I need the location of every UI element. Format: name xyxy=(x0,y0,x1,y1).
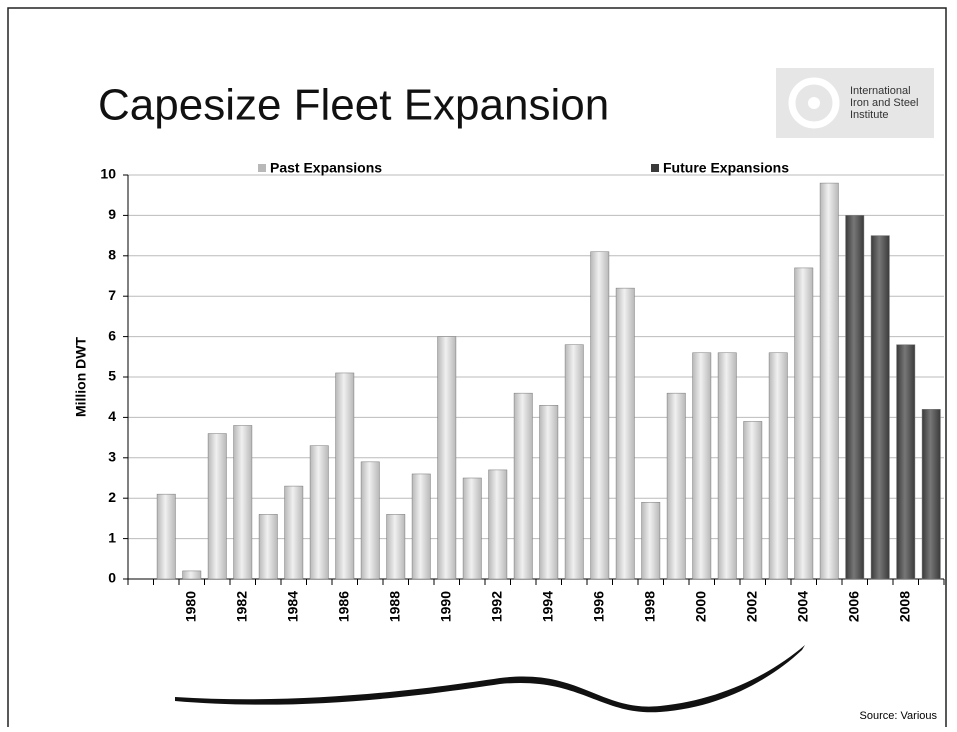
y-tick-label: 4 xyxy=(108,408,116,424)
y-tick-label: 0 xyxy=(108,570,116,586)
y-tick-label: 6 xyxy=(108,327,116,343)
bar xyxy=(794,267,814,580)
x-tick-label: 1988 xyxy=(386,591,402,622)
bar xyxy=(692,352,712,580)
slide-border xyxy=(7,7,947,727)
y-tick-label: 10 xyxy=(100,166,116,182)
logo: International Iron and Steel Institute xyxy=(776,68,934,138)
bar xyxy=(743,421,763,580)
legend-label: Future Expansions xyxy=(663,160,789,176)
legend-swatch xyxy=(651,164,659,172)
bar xyxy=(666,392,686,580)
bar xyxy=(845,215,865,580)
x-tick-label: 2004 xyxy=(794,591,810,622)
bar xyxy=(386,514,406,580)
decorative-curve xyxy=(175,645,805,713)
bar xyxy=(896,344,916,580)
bar xyxy=(921,409,941,580)
bar xyxy=(437,336,457,580)
source-note: Source: Various xyxy=(860,710,938,722)
x-tick-label: 2002 xyxy=(743,591,759,622)
bar xyxy=(717,352,737,580)
y-tick-label: 3 xyxy=(108,449,116,465)
bar xyxy=(309,445,329,580)
x-tick-label: 2006 xyxy=(845,591,861,622)
bar xyxy=(513,392,533,580)
bar xyxy=(488,469,508,580)
logo-text: International Iron and Steel Institute xyxy=(850,85,919,121)
bar xyxy=(207,433,227,580)
x-tick-label: 2000 xyxy=(692,591,708,622)
x-tick-label: 1990 xyxy=(437,591,453,622)
y-tick-label: 1 xyxy=(108,529,116,545)
bar xyxy=(564,344,584,580)
x-tick-label: 1996 xyxy=(590,591,606,622)
y-axis-label: Million DWT xyxy=(73,337,89,418)
y-tick-label: 8 xyxy=(108,247,116,263)
bar xyxy=(462,477,482,580)
bar xyxy=(819,182,839,580)
bar xyxy=(539,405,559,580)
bar xyxy=(360,461,380,580)
legend-label: Past Expansions xyxy=(270,160,382,176)
bar xyxy=(411,473,431,580)
x-tick-label: 1994 xyxy=(539,591,555,622)
bar xyxy=(615,287,635,580)
y-tick-label: 7 xyxy=(108,287,116,303)
x-tick-label: 1998 xyxy=(641,591,657,622)
x-tick-label: 1986 xyxy=(335,591,351,622)
bar xyxy=(590,251,610,580)
bar xyxy=(182,570,202,580)
x-tick-label: 1980 xyxy=(182,591,198,622)
y-tick-label: 5 xyxy=(108,368,116,384)
x-tick-label: 1982 xyxy=(233,591,249,622)
bar xyxy=(335,372,355,580)
bar xyxy=(156,493,176,580)
bar xyxy=(641,501,661,580)
y-tick-label: 9 xyxy=(108,206,116,222)
logo-icon xyxy=(788,77,840,129)
x-tick-label: 1984 xyxy=(284,591,300,622)
x-tick-label: 2008 xyxy=(896,591,912,622)
bar xyxy=(768,352,788,580)
bar xyxy=(233,425,253,580)
bar xyxy=(284,485,304,580)
x-tick-label: 1992 xyxy=(488,591,504,622)
bar xyxy=(870,235,890,580)
bar xyxy=(258,514,278,580)
chart-title: Capesize Fleet Expansion xyxy=(98,81,609,130)
legend-swatch xyxy=(258,164,266,172)
y-tick-label: 2 xyxy=(108,489,116,505)
